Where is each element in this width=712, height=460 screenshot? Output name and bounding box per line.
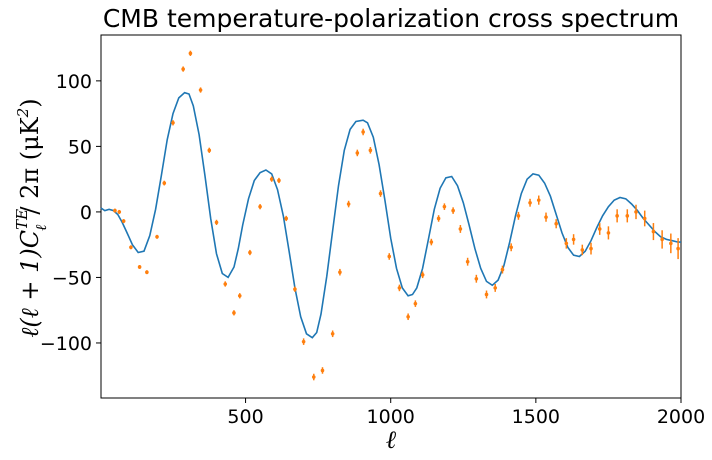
y-label-sub: ℓ bbox=[32, 225, 50, 231]
data-point bbox=[474, 276, 479, 281]
data-point bbox=[311, 375, 316, 379]
data-point bbox=[198, 88, 203, 92]
data-point bbox=[269, 177, 274, 181]
data-point bbox=[465, 259, 470, 264]
data-point bbox=[642, 216, 647, 221]
data-point bbox=[597, 227, 602, 231]
data-point bbox=[500, 267, 505, 272]
chart-title: CMB temperature-polarization cross spect… bbox=[103, 4, 679, 33]
y-axis: −100 −50 0 50 100 bbox=[40, 71, 101, 355]
data-point bbox=[223, 282, 228, 286]
data-point bbox=[378, 191, 383, 196]
plot-area bbox=[100, 34, 682, 399]
y-label-part-b: C bbox=[16, 230, 44, 248]
data-point bbox=[155, 235, 159, 239]
x-tick-label: 500 bbox=[227, 406, 263, 428]
data-point bbox=[406, 314, 410, 319]
data-point bbox=[493, 286, 498, 290]
x-tick-label: 2000 bbox=[657, 406, 705, 428]
data-point bbox=[301, 339, 306, 344]
data-point bbox=[544, 215, 548, 219]
svg-text:ℓ(ℓ + 1)CTEℓ/ 2π (μK2): ℓ(ℓ + 1)CTEℓ / 2π (μK2) bbox=[13, 98, 50, 337]
y-tick-label: 50 bbox=[68, 136, 92, 158]
data-point bbox=[451, 208, 455, 213]
model-series bbox=[100, 91, 681, 339]
y-tick-label: 0 bbox=[80, 202, 92, 224]
data-point bbox=[121, 219, 126, 223]
data-series bbox=[113, 50, 680, 381]
data-point bbox=[188, 51, 193, 56]
data-point bbox=[651, 229, 656, 234]
data-point bbox=[413, 301, 418, 306]
data-point bbox=[361, 130, 365, 134]
data-point bbox=[214, 220, 219, 225]
y-label-exp: 2 bbox=[14, 108, 32, 119]
data-point bbox=[606, 231, 611, 235]
x-axis-label: ℓ bbox=[386, 425, 397, 454]
data-point bbox=[458, 227, 463, 231]
data-point bbox=[429, 240, 434, 244]
data-point bbox=[293, 287, 297, 292]
x-tick-label: 1000 bbox=[367, 406, 415, 428]
data-point bbox=[320, 368, 325, 373]
y-tick-label: −50 bbox=[52, 267, 92, 289]
y-label-part-c: / 2π (μK bbox=[16, 116, 44, 214]
data-point bbox=[330, 331, 335, 336]
data-point bbox=[615, 214, 619, 218]
y-label-part-a: ℓ(ℓ + 1) bbox=[16, 248, 44, 337]
data-point bbox=[258, 204, 262, 209]
data-point bbox=[355, 151, 360, 155]
data-point bbox=[660, 237, 664, 242]
data-point bbox=[346, 202, 351, 206]
data-point bbox=[420, 273, 425, 277]
data-point bbox=[589, 246, 593, 251]
data-point bbox=[634, 210, 638, 214]
data-point bbox=[625, 214, 630, 218]
data-point bbox=[338, 270, 342, 274]
data-point bbox=[207, 148, 212, 153]
y-tick-label: 100 bbox=[56, 71, 92, 93]
data-point bbox=[554, 221, 558, 226]
data-point bbox=[516, 214, 521, 218]
data-point bbox=[536, 198, 541, 202]
data-point bbox=[484, 292, 489, 297]
data-point bbox=[571, 237, 576, 242]
x-axis: 500 1000 1500 2000 bbox=[227, 398, 705, 428]
data-point bbox=[117, 210, 122, 214]
plot-frame bbox=[100, 34, 682, 399]
data-point bbox=[442, 204, 447, 209]
data-point bbox=[669, 241, 673, 246]
data-point bbox=[284, 216, 289, 221]
data-point bbox=[232, 311, 236, 315]
data-point bbox=[137, 265, 142, 269]
data-point bbox=[397, 286, 402, 290]
data-point bbox=[368, 148, 373, 153]
data-point bbox=[162, 181, 167, 185]
data-point bbox=[580, 248, 585, 252]
data-point bbox=[387, 254, 392, 259]
data-point bbox=[564, 241, 569, 246]
data-point bbox=[171, 121, 175, 125]
model-curve bbox=[100, 91, 681, 339]
x-tick-label: 1500 bbox=[512, 406, 560, 428]
data-point bbox=[436, 216, 441, 221]
data-point bbox=[676, 246, 680, 251]
data-point bbox=[528, 200, 532, 205]
y-axis-label: ℓ(ℓ + 1)CTEℓ / 2π (μK2) bbox=[13, 98, 50, 337]
data-point bbox=[113, 208, 117, 213]
data-point bbox=[248, 250, 252, 255]
data-point bbox=[277, 178, 281, 183]
y-label-sup: TE bbox=[13, 209, 31, 230]
data-point bbox=[129, 245, 133, 250]
y-tick-label: −100 bbox=[40, 333, 92, 355]
y-label-part-e: ) bbox=[16, 98, 44, 107]
data-point bbox=[509, 245, 513, 250]
data-point bbox=[181, 67, 185, 71]
data-point bbox=[145, 270, 149, 274]
data-point bbox=[237, 293, 242, 298]
